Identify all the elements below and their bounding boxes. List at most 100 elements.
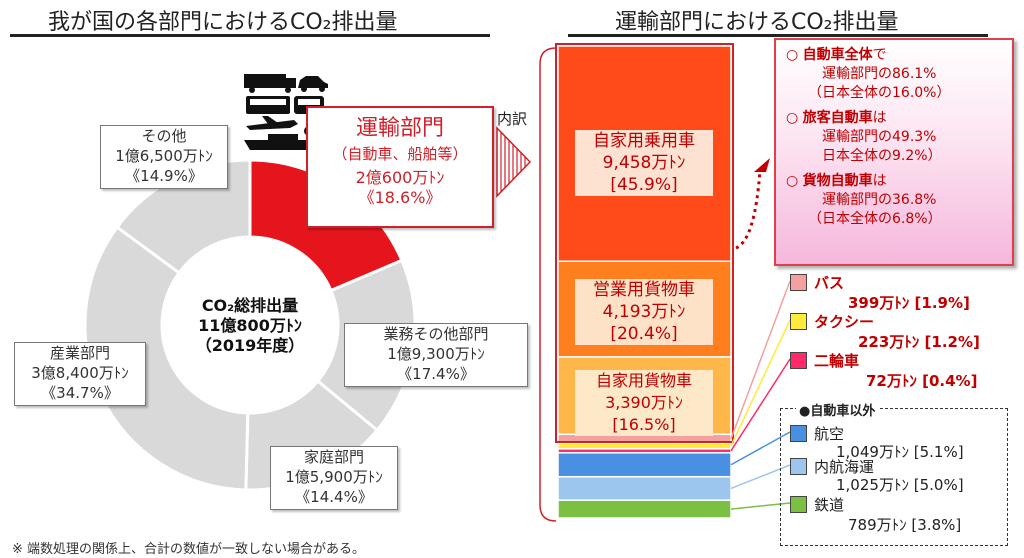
legend-motorcycle-swatch xyxy=(790,352,807,369)
breakdown-label: 内訳 xyxy=(497,110,528,128)
legend-air-value: 1,049万ﾄﾝ [5.1%] xyxy=(836,441,964,462)
note-freight-line3: （日本全体の6.8%） xyxy=(808,211,942,227)
bus-share: [1.9%] xyxy=(914,294,970,312)
private-truck-share: [16.5%] xyxy=(612,415,676,434)
motorcycle-value: 72万ﾄﾝ xyxy=(866,372,917,390)
stack-label-commercial-truck: 営業用貨物車 4,193万ﾄﾝ [20.4%] xyxy=(575,279,713,345)
stack-segment-8 xyxy=(557,499,732,519)
private-car-value: 9,458万ﾄﾝ xyxy=(602,153,686,173)
taxi-share: [1.2%] xyxy=(924,333,980,351)
household-name: 家庭部門 xyxy=(303,448,364,466)
legend-connector-5 xyxy=(730,358,791,452)
right-title-underline xyxy=(568,34,988,37)
legend-bus-swatch xyxy=(790,274,807,291)
shipping-share: [5.0%] xyxy=(913,476,964,494)
left-title-underline xyxy=(10,34,490,37)
car-icon xyxy=(298,76,328,92)
legend-air-name: 航空 xyxy=(814,425,845,443)
air-share: [5.1%] xyxy=(913,443,964,461)
industry-share: 《34.7%》 xyxy=(41,384,119,402)
other-share: 《14.9%》 xyxy=(125,167,203,185)
legend-shipping-value: 1,025万ﾄﾝ [5.0%] xyxy=(836,474,964,495)
donut-hole xyxy=(162,237,338,413)
rail-share: [3.8%] xyxy=(911,516,962,534)
note-head: 自動車全体 xyxy=(802,47,873,63)
commercial-truck-name: 営業用貨物車 xyxy=(593,280,695,300)
breakdown-arrow xyxy=(496,126,532,198)
note-freight-line2: 運輸部門の36.8% xyxy=(822,192,937,208)
commercial-value: 1億9,300万ﾄﾝ xyxy=(387,345,485,363)
legend-bus-value: 399万ﾄﾝ [1.9%] xyxy=(848,292,970,313)
stack-segment-4 xyxy=(557,442,732,450)
industry-value: 3億8,400万ﾄﾝ xyxy=(31,364,129,382)
legend-taxi-swatch xyxy=(790,313,807,330)
stack-label-private-truck: 自家用貨物車 3,390万ﾄﾝ [16.5%] xyxy=(575,370,713,436)
note-bullet: ○ xyxy=(786,47,799,63)
industry-name: 産業部門 xyxy=(49,344,110,362)
rail-value: 789万ﾄﾝ xyxy=(848,516,907,534)
right-chart-title: 運輸部門におけるCO₂排出量 xyxy=(615,10,899,35)
private-car-name: 自家用乗用車 xyxy=(593,131,695,151)
donut-center-label: CO₂総排出量 11億800万ﾄﾝ （2019年度） xyxy=(180,296,320,356)
note-auto-total-line2: 運輸部門の86.1% xyxy=(822,66,937,82)
non-auto-box xyxy=(780,408,1008,546)
note-tail: で xyxy=(872,47,887,63)
transport-share: 《18.6%》 xyxy=(358,188,442,207)
legend-motorcycle-value: 72万ﾄﾝ [0.4%] xyxy=(866,370,977,391)
household-share: 《14.4%》 xyxy=(295,488,373,506)
note-passenger-line2: 運輸部門の49.3% xyxy=(822,129,937,145)
commercial-truck-share: [20.4%] xyxy=(610,324,678,344)
motorcycle-share: [0.4%] xyxy=(922,372,978,390)
legend-bus-name: バス xyxy=(814,274,845,292)
label-industry: 産業部門 3億8,400万ﾄﾝ 《34.7%》 xyxy=(14,342,146,406)
legend-connector-3 xyxy=(730,280,791,440)
airplane-icon xyxy=(246,116,298,130)
transport-bracket xyxy=(539,47,557,522)
stack-segment-6 xyxy=(557,452,732,478)
legend-shipping-swatch xyxy=(790,458,807,475)
total-year: （2019年度） xyxy=(195,336,305,355)
footnote: ※ 端数処理の関係上、合計の数値が一致しない場合がある。 xyxy=(12,542,366,557)
other-name: その他 xyxy=(141,127,187,145)
legend-air-swatch xyxy=(790,425,807,442)
label-transport: 運輸部門 （自動車、船舶等） 2億600万ﾄﾝ 《18.6%》 xyxy=(306,106,494,228)
legend-taxi-value: 223万ﾄﾝ [1.2%] xyxy=(858,331,980,352)
private-truck-name: 自家用貨物車 xyxy=(595,371,692,390)
shipping-value: 1,025万ﾄﾝ xyxy=(836,476,909,494)
commercial-share: 《17.4%》 xyxy=(397,365,475,383)
auto-summary-note: ○ 自動車全体で 運輸部門の86.1% （日本全体の16.0%） ○ 旅客自動車… xyxy=(774,38,1014,266)
household-value: 1億5,900万ﾄﾝ xyxy=(285,468,383,486)
legend-rail-value: 789万ﾄﾝ [3.8%] xyxy=(848,514,961,535)
bus-icon xyxy=(246,96,290,114)
legend-taxi-name: タクシー xyxy=(814,313,875,331)
label-other: その他 1億6,500万ﾄﾝ 《14.9%》 xyxy=(100,125,228,189)
note-bullet: ○ xyxy=(786,110,799,126)
note-freight: ○ 貨物自動車は xyxy=(786,172,1012,191)
note-passenger-line3: 日本全体の9.2%） xyxy=(822,148,942,164)
commercial-truck-value: 4,193万ﾄﾝ xyxy=(602,302,686,322)
note-tail: は xyxy=(872,173,887,189)
note-bullet: ○ xyxy=(786,173,799,189)
legend-motorcycle-name: 二輪車 xyxy=(814,352,860,370)
taxi-value: 223万ﾄﾝ xyxy=(858,333,920,351)
truck-icon xyxy=(244,74,296,93)
private-truck-value: 3,390万ﾄﾝ xyxy=(605,393,683,412)
legend-rail-swatch xyxy=(790,496,807,513)
label-commercial: 業務その他部門 1億9,300万ﾄﾝ 《17.4%》 xyxy=(344,323,528,387)
note-auto-total: ○ 自動車全体で xyxy=(786,46,1012,65)
note-head: 貨物自動車 xyxy=(802,173,873,189)
air-value: 1,049万ﾄﾝ xyxy=(836,443,909,461)
stack-label-private-car: 自家用乗用車 9,458万ﾄﾝ [45.9%] xyxy=(575,130,713,196)
legend-shipping-name: 内航海運 xyxy=(814,458,875,476)
commercial-name: 業務その他部門 xyxy=(383,325,489,343)
note-tail: は xyxy=(872,110,887,126)
note-head: 旅客自動車 xyxy=(802,110,873,126)
other-value: 1億6,500万ﾄﾝ xyxy=(115,147,213,165)
legend-rail-name: 鉄道 xyxy=(814,496,845,514)
dotted-arrow xyxy=(735,169,762,250)
transport-value: 2億600万ﾄﾝ xyxy=(355,168,445,187)
transport-name: 運輸部門 xyxy=(355,116,444,141)
non-auto-header: ●自動車以外 xyxy=(796,400,879,419)
private-car-share: [45.9%] xyxy=(610,175,678,195)
note-passenger: ○ 旅客自動車は xyxy=(786,109,1012,128)
